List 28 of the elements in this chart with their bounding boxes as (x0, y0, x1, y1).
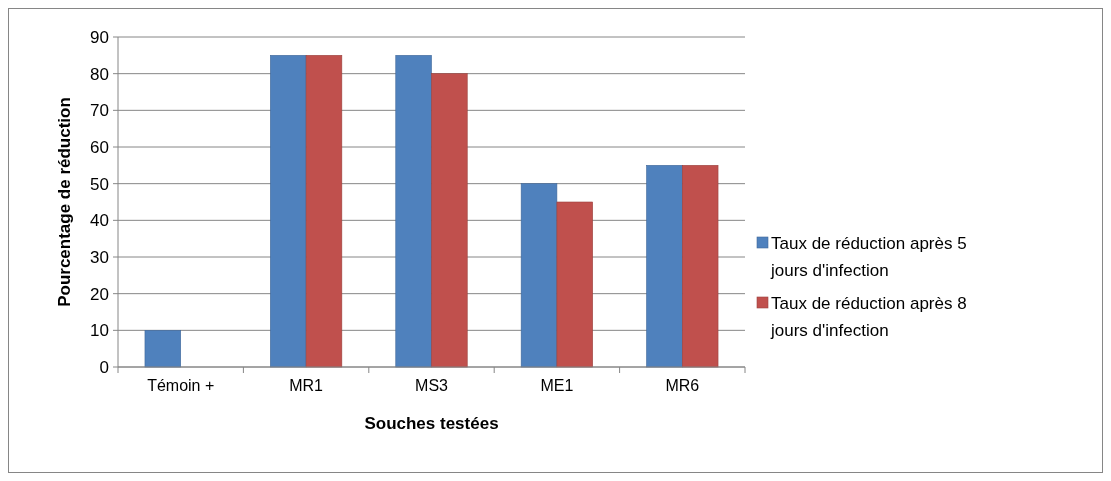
y-tick-label: 90 (90, 27, 109, 47)
bar (395, 55, 432, 368)
y-axis-title: Pourcentage de réduction (55, 97, 74, 307)
x-tick-label: MR6 (665, 377, 700, 394)
bar (144, 330, 181, 368)
x-tick-label: MS3 (415, 377, 449, 394)
bar (556, 201, 593, 368)
y-tick-label: 20 (90, 284, 109, 304)
bar (305, 55, 343, 368)
y-tick-label: 30 (90, 247, 109, 267)
x-tick-label: MR1 (289, 377, 324, 394)
y-tick-label: 10 (90, 321, 109, 341)
legend-label: Taux de réduction après 5 jours d'infection (770, 233, 967, 281)
bar (646, 165, 683, 368)
bar (270, 55, 307, 368)
bar (520, 183, 558, 368)
bar (682, 165, 719, 368)
y-tick-label: 60 (90, 137, 109, 157)
y-tick-label: 70 (90, 101, 109, 121)
y-tick-label: 0 (99, 357, 109, 377)
y-tick-label: 40 (90, 211, 109, 231)
y-tick-label: 50 (90, 174, 109, 194)
bar (431, 73, 468, 368)
x-tick-label: Témoin + (147, 377, 215, 394)
x-axis-title: Souches testées (364, 414, 499, 433)
legend-label: Taux de réduction après 8 jours d'infection (770, 293, 967, 341)
y-tick-label: 80 (90, 64, 109, 84)
x-tick-label: ME1 (540, 377, 574, 394)
